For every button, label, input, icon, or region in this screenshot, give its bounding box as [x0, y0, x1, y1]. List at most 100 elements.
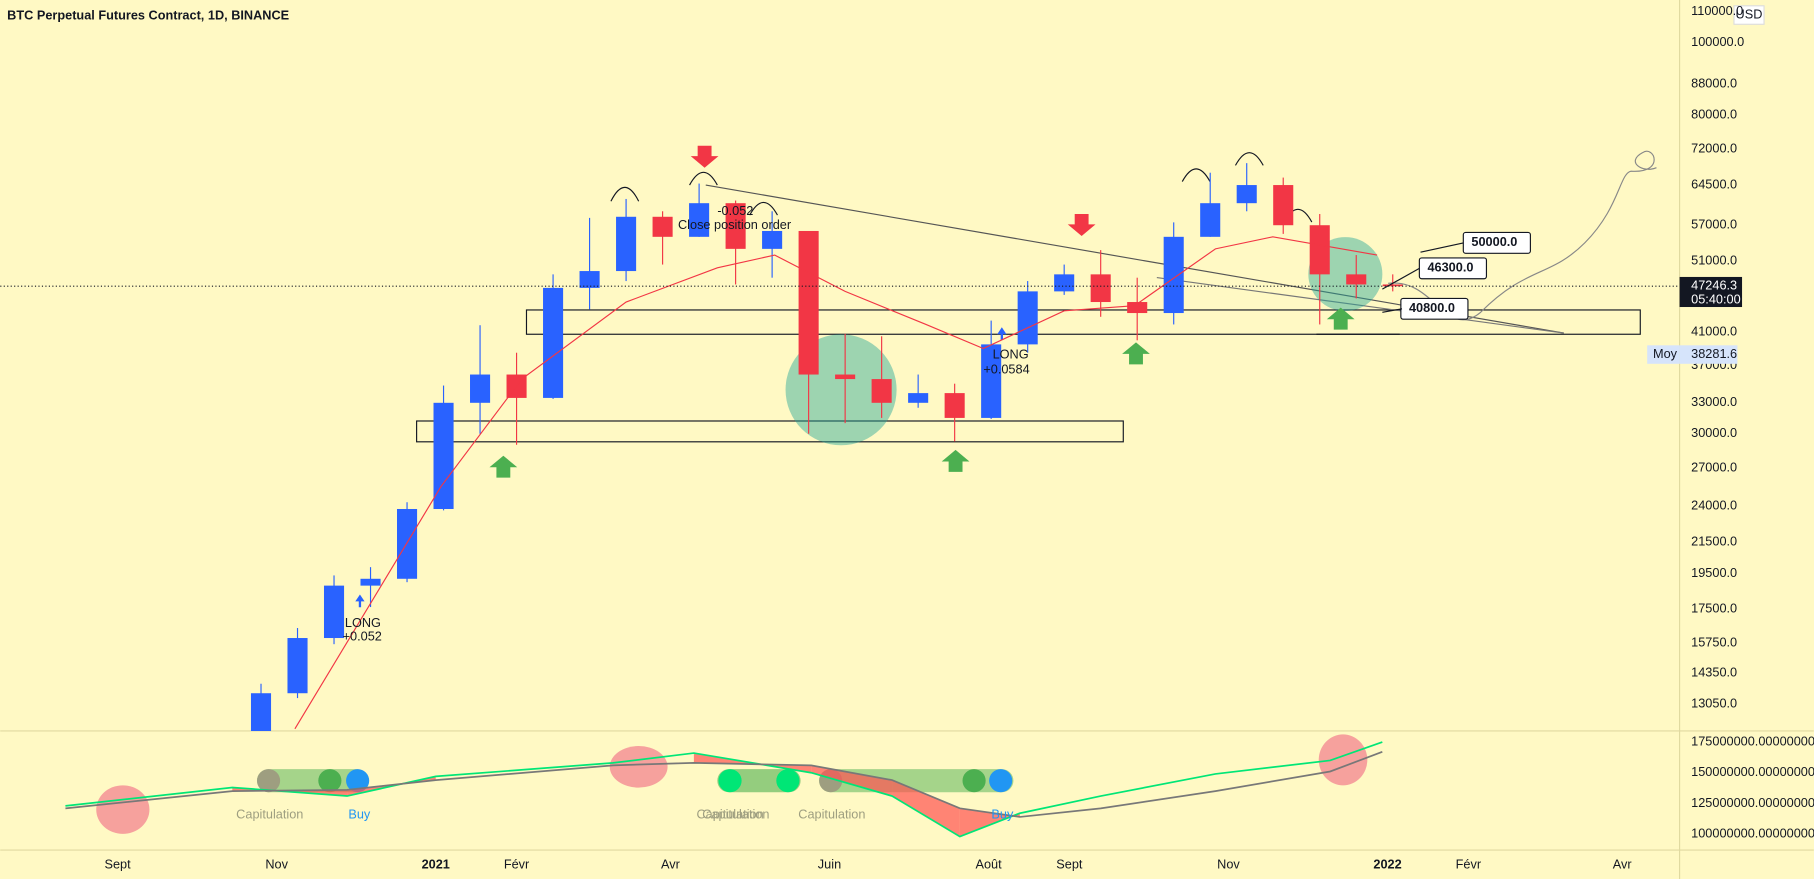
buy-arrow	[1326, 307, 1355, 330]
signal-label: Capitulation	[236, 807, 303, 822]
candle-body	[1236, 185, 1257, 204]
countdown: 05:40:00	[1691, 291, 1741, 306]
average-name: Moy	[1653, 346, 1678, 361]
candle-body	[323, 585, 345, 639]
candle-body	[1127, 302, 1148, 314]
indicator-line	[65, 751, 1383, 818]
trade-label: -0.052	[717, 203, 753, 218]
indicator-tick-label: 150000000.00000000	[1691, 764, 1814, 779]
callout-label: 40800.0	[1409, 300, 1455, 315]
x-tick-label: 2022	[1373, 856, 1401, 871]
sell-arrow	[1067, 213, 1096, 236]
y-tick-label: 17500.0	[1691, 600, 1737, 615]
candle-body	[871, 379, 892, 403]
y-tick-label: 88000.0	[1691, 75, 1737, 90]
x-tick-label: Avr	[661, 856, 681, 871]
y-tick-label: 72000.0	[1691, 141, 1737, 156]
callout-label: 46300.0	[1427, 260, 1473, 275]
candle-body	[1309, 225, 1330, 275]
candle-body	[543, 287, 564, 398]
signal-bar	[257, 769, 369, 793]
indicator-tick-label: 100000000.00000000	[1691, 825, 1814, 840]
y-tick-label: 64500.0	[1691, 176, 1737, 191]
y-tick-label: 33000.0	[1691, 394, 1737, 409]
y-tick-label: 30000.0	[1691, 425, 1737, 440]
signal-label: Buy	[991, 807, 1014, 822]
currency: USD	[1736, 6, 1763, 21]
candle-body	[1273, 185, 1294, 226]
x-tick-label: Nov	[1217, 856, 1240, 871]
trade-label: +0.052	[343, 629, 382, 644]
candle-body	[1017, 291, 1038, 345]
signal-dot	[962, 769, 986, 793]
highlight	[1318, 734, 1368, 786]
average-box	[1679, 345, 1738, 364]
signal-label: Capitulation	[702, 807, 769, 822]
callout-pointer	[1420, 242, 1464, 253]
trade-label: Close position order	[678, 217, 792, 232]
last-price-box	[1679, 276, 1743, 308]
price-pane	[250, 163, 1403, 731]
candle-body	[1382, 284, 1403, 287]
candle-body	[433, 402, 454, 509]
moving-average	[294, 236, 1378, 730]
trend-line	[1156, 277, 1565, 334]
signal-dot	[318, 769, 342, 793]
x-tick-label: Sept	[105, 856, 132, 871]
candle-body	[287, 638, 308, 694]
x-tick-label: Août	[975, 856, 1002, 871]
x-tick-label: Févr	[1456, 856, 1482, 871]
currency-badge	[1733, 5, 1765, 25]
x-tick-label: Févr	[504, 856, 530, 871]
x-tick-label: Juin	[818, 856, 841, 871]
highlight	[609, 745, 668, 788]
signal-dot	[718, 769, 742, 793]
candle-body	[652, 216, 673, 237]
indicator-tick-label: 175000000.00000000	[1691, 733, 1814, 748]
candle-body	[725, 203, 746, 249]
support-zone	[416, 420, 1124, 443]
top-arc	[610, 152, 1313, 223]
indicator-line	[65, 741, 1383, 838]
candle-body	[981, 344, 1002, 418]
signal-label: Buy	[348, 807, 371, 822]
y-tick-label: 41000.0	[1691, 324, 1737, 339]
candle-body	[360, 578, 381, 586]
callout-pointer	[1382, 267, 1420, 290]
candle-body	[1346, 274, 1367, 285]
divergence-fill	[892, 780, 960, 837]
indicator-tick-label: 125000000.00000000	[1691, 795, 1814, 810]
y-tick-label: 57000.0	[1691, 217, 1737, 232]
x-tick-label: 2021	[422, 856, 450, 871]
candle-body	[1163, 236, 1184, 314]
trade-label: LONG	[993, 346, 1029, 361]
y-tick-label: 100000.0	[1691, 34, 1744, 49]
last-price-label: 47246.3	[1691, 278, 1737, 293]
callout-pointer	[1382, 308, 1403, 313]
divergence-fill	[811, 765, 893, 797]
y-tick-label: 24000.0	[1691, 498, 1737, 513]
candle-body	[579, 271, 600, 288]
y-tick-label: 110000.0	[1691, 3, 1743, 18]
candle-body	[944, 393, 965, 418]
trade-label: +0.0584	[983, 361, 1029, 376]
y-tick-label: 19500.0	[1691, 565, 1737, 580]
candle-body	[798, 230, 819, 375]
average-tag	[1647, 345, 1680, 364]
indicator-pane	[65, 741, 1383, 838]
signal-dot	[776, 769, 800, 793]
signal-dot	[257, 769, 281, 793]
candle-body	[908, 393, 929, 403]
y-tick-label: 51000.0	[1691, 253, 1737, 268]
candle-body	[470, 374, 491, 403]
y-tick-label: 80000.0	[1691, 106, 1737, 121]
candle-body	[1200, 203, 1221, 237]
x-tick-label: Sept	[1056, 856, 1083, 871]
signal-label: Capitulation	[697, 807, 764, 822]
chart-title: BTC Perpetual Futures Contract, 1D, BINA…	[7, 8, 289, 23]
buy-arrow	[489, 455, 518, 478]
callout-label: 50000.0	[1471, 234, 1517, 249]
candle-body	[1090, 274, 1111, 303]
